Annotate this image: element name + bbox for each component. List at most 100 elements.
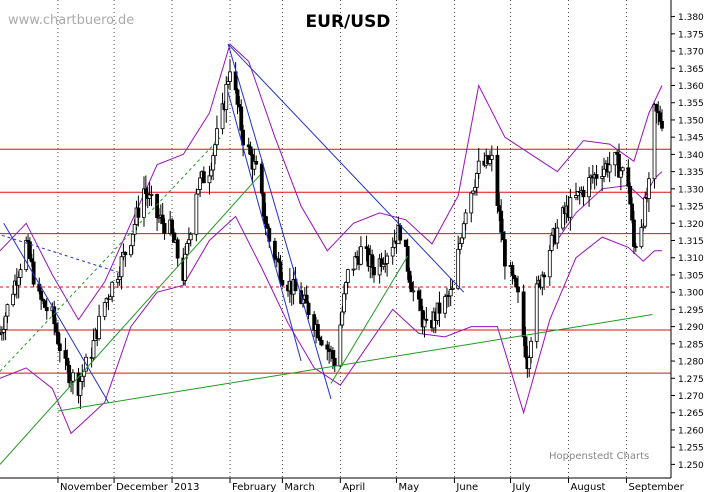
- y-tick-label: 1.355: [678, 99, 704, 109]
- candle-body: [160, 214, 165, 224]
- candle-body: [542, 274, 547, 278]
- candle-body: [549, 234, 554, 251]
- y-tick-label: 1.265: [678, 409, 704, 419]
- candle-body: [259, 163, 264, 194]
- candle-body: [489, 154, 494, 160]
- candle-body: [304, 294, 309, 304]
- x-tick-label: June: [455, 482, 478, 492]
- chart-credit: Hoppenstedt Charts: [549, 451, 649, 462]
- candle-body: [456, 248, 461, 289]
- y-tick-label: 1.365: [678, 65, 704, 75]
- candle-body: [175, 239, 180, 259]
- candle-body: [403, 239, 408, 247]
- trend-line: [227, 44, 332, 400]
- candle-body: [80, 375, 85, 382]
- candle-body: [267, 227, 272, 242]
- y-tick-label: 1.255: [678, 444, 704, 454]
- candle-body: [529, 340, 533, 358]
- candle-body: [527, 357, 532, 370]
- candle-body: [119, 256, 124, 278]
- candle-body: [463, 212, 468, 225]
- candle-body: [56, 331, 60, 345]
- trend-line: [57, 314, 653, 412]
- candle-body: [207, 175, 212, 184]
- candle-body: [306, 302, 311, 316]
- candle-body: [209, 169, 214, 177]
- y-tick-label: 1.360: [678, 82, 704, 92]
- chart-title: EUR/USD: [306, 12, 391, 32]
- candle-body: [643, 197, 648, 227]
- trend-line: [3, 223, 109, 403]
- candle-body: [581, 189, 586, 198]
- y-tick-label: 1.315: [678, 237, 704, 247]
- candle-body: [18, 269, 23, 278]
- x-tick-label: 2013: [174, 482, 199, 492]
- candle-body: [476, 160, 481, 174]
- x-tick-label: May: [398, 482, 419, 492]
- candle-body: [458, 243, 462, 250]
- candle-body: [319, 339, 324, 346]
- trend-line: [330, 255, 409, 384]
- candle-body: [226, 81, 231, 85]
- candle-body: [424, 318, 429, 321]
- candle-body: [215, 128, 219, 146]
- candle-body: [353, 256, 358, 270]
- candle-body: [213, 144, 217, 157]
- x-tick-label: September: [628, 482, 684, 492]
- candle-body: [607, 164, 612, 173]
- candle-body: [345, 269, 350, 283]
- y-tick-label: 1.345: [678, 134, 704, 144]
- candle-body: [628, 185, 633, 205]
- candle-body: [474, 172, 479, 188]
- candle-body: [630, 203, 634, 221]
- candle-body: [254, 161, 259, 165]
- candle-body: [198, 177, 202, 190]
- candle-body: [3, 315, 8, 330]
- candle-body: [398, 225, 403, 241]
- candle-body: [63, 350, 68, 359]
- y-tick-label: 1.305: [678, 271, 704, 281]
- candle-body: [224, 83, 229, 110]
- candle-body: [587, 177, 591, 198]
- candle-body: [54, 323, 59, 333]
- bollinger-lower-line: [0, 215, 662, 435]
- candle-body: [91, 340, 96, 359]
- candle-body: [65, 357, 70, 366]
- y-tick-label: 1.335: [678, 168, 704, 178]
- candle-body: [654, 104, 659, 112]
- candle-body: [241, 129, 246, 146]
- candle-body: [155, 194, 159, 219]
- y-tick-label: 1.370: [678, 48, 704, 58]
- candle-body: [342, 293, 346, 313]
- candle-body: [512, 275, 517, 279]
- candle-body: [317, 337, 322, 341]
- candle-body: [488, 159, 492, 164]
- y-tick-label: 1.325: [678, 203, 704, 213]
- candle-body: [201, 171, 206, 184]
- candle-body: [1, 329, 6, 333]
- candle-body: [78, 381, 83, 396]
- candle-body: [469, 192, 474, 214]
- candle-body: [516, 286, 520, 293]
- candle-body: [660, 120, 664, 129]
- candle-body: [626, 167, 631, 187]
- candle-body: [188, 233, 193, 241]
- candle-body: [194, 193, 199, 235]
- watermark: www.chartbuero.de: [8, 13, 134, 28]
- candle-body: [129, 245, 133, 256]
- x-tick-label: July: [512, 482, 531, 492]
- y-tick-label: 1.350: [678, 116, 704, 126]
- x-tick-label: August: [570, 482, 605, 492]
- candle-body: [261, 192, 266, 217]
- candle-body: [437, 302, 442, 314]
- candle-body: [390, 246, 395, 257]
- candle-body: [97, 315, 102, 340]
- candle-body: [29, 258, 34, 263]
- candle-body: [278, 261, 283, 281]
- candle-body: [411, 290, 416, 293]
- candle-body: [316, 324, 320, 338]
- y-tick-label: 1.340: [678, 151, 704, 161]
- candle-body: [344, 282, 348, 295]
- bollinger-upper-line: [0, 43, 663, 321]
